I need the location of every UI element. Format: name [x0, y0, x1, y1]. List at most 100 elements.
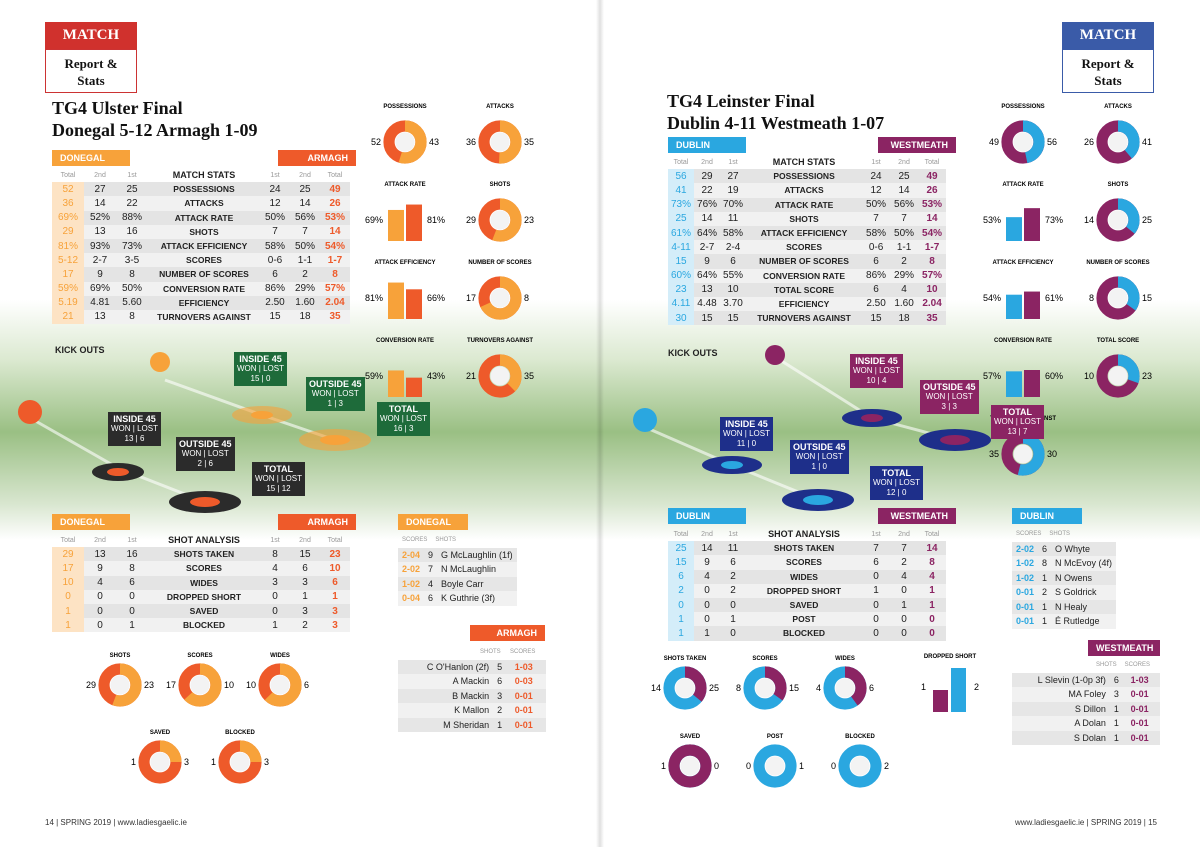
stat-value: 50%: [294, 240, 315, 252]
scorer-value: 8: [1042, 558, 1048, 569]
scorer-name: C O'Hanlon (2f): [426, 661, 490, 672]
value-b: 73%: [1045, 215, 1063, 225]
stat-value: 14: [926, 213, 938, 225]
stat-label: DROPPED SHORT: [766, 585, 842, 596]
stat-value: 4: [272, 562, 278, 574]
ko-inside-45-b: INSIDE 45 WON | LOST 15 | 0: [234, 352, 287, 386]
donut-title: SCORES: [187, 653, 212, 659]
stat-row: 17 9 8 SCORES 4 6 10: [52, 561, 350, 576]
donut-title: SAVED: [680, 734, 701, 740]
stat-value: 0: [929, 613, 935, 625]
value-a: 49: [989, 137, 999, 147]
stat-value: 3: [302, 577, 308, 589]
scorer-row: 0-01 1 É Rutledge: [1012, 614, 1117, 629]
player-figure-westmeath: [765, 345, 785, 365]
stat-value: 52%: [89, 212, 110, 224]
scorer-name: S Goldrick: [1055, 587, 1097, 598]
stat-value: 0: [873, 627, 879, 639]
stat-value: 9: [97, 268, 103, 280]
stat-value: 25: [668, 211, 695, 226]
scorer-name: L Slevin (1-0p 3f): [1037, 674, 1106, 685]
scorer-name: S Dillon: [1074, 703, 1106, 714]
stat-label: BLOCKED: [182, 620, 226, 631]
stat-value: 25: [898, 170, 910, 182]
stat-value: 6: [730, 556, 736, 568]
stat-value: 1: [704, 627, 710, 639]
stat-value: 1: [668, 626, 694, 641]
stat-value: 4.48: [697, 298, 717, 310]
ko-outside-45-b: OUTSIDE 45 WON | LOST 1 | 3: [306, 377, 365, 411]
shot-donut-3: [138, 740, 182, 784]
chart-title: CONVERSION RATE: [994, 338, 1052, 344]
chart-title: TURNOVERS AGAINST: [467, 338, 533, 344]
scorer-value: 4: [428, 578, 434, 589]
scorer-name: A Dolan: [1074, 718, 1106, 729]
bar-b: [406, 289, 422, 319]
stat-value: 8: [332, 268, 338, 280]
shot-donuts-svg: SHOTS TAKEN 14 25 SCORES 8 15 WIDES 4 6 SAVED 1 0 PO…: [651, 654, 979, 788]
kick-outs-title: KICK OUTS: [668, 348, 718, 358]
value-a: 35: [989, 449, 999, 459]
stat-label: NUMBER OF SCORES: [159, 269, 249, 280]
tab-match: MATCH: [45, 22, 137, 49]
scorer-name: K Guthrie (3f): [441, 593, 496, 604]
stat-value: 10: [926, 284, 938, 296]
stat-value: 6: [129, 577, 135, 589]
ko-inside-45-b: INSIDE 45 WON | LOST 10 | 4: [850, 354, 903, 388]
stat-label: ATTACKS: [184, 198, 224, 209]
stat-label: POST: [792, 614, 816, 625]
page-left: MATCH Report & Stats TG4 Ulster Final Done…: [0, 22, 600, 827]
stat-value: 58%: [866, 227, 887, 239]
scorer-value: 1: [1042, 616, 1048, 627]
stat-row: 29 13 16 SHOTS TAKEN 8 15 23: [52, 547, 350, 562]
donut-total_score: [1096, 354, 1140, 398]
stat-label: WIDES: [190, 577, 218, 588]
value-a: 26: [1084, 137, 1094, 147]
stat-value: 64%: [697, 270, 718, 282]
bar-a: [1006, 371, 1022, 397]
scorer-name: A Mackin: [452, 676, 490, 687]
stat-value: 11: [727, 213, 739, 225]
dropped-bar-a: [933, 690, 948, 712]
chart-title: POSSESSIONS: [1001, 104, 1044, 110]
stat-row: 41 22 19 ATTACKS 12 14 26: [668, 183, 947, 198]
value-b: 25: [709, 683, 719, 693]
stat-value: 0: [730, 599, 736, 611]
donut-turnovers: [478, 354, 522, 398]
stat-value: 16: [126, 548, 138, 560]
team-b-header: ARMAGH: [278, 150, 356, 166]
stat-value: 6: [873, 284, 879, 296]
page-title: TG4 Leinster Final Dublin 4-11 Westmeath …: [667, 91, 885, 133]
stat-value: 15: [299, 548, 311, 560]
stat-value: 13: [94, 226, 106, 238]
scorer-value: 1-02: [1016, 572, 1035, 583]
bar-chart-conv_rate: [388, 370, 422, 397]
chart-title: ATTACK RATE: [1002, 182, 1043, 188]
stat-label: ATTACK RATE: [774, 199, 834, 210]
value-a: 10: [1084, 371, 1094, 381]
donut-title: WIDES: [835, 656, 855, 662]
stat-value: 3: [272, 577, 278, 589]
value-b: 56: [1047, 137, 1057, 147]
stat-value: 52: [52, 182, 84, 197]
scorer-value: 0-03: [514, 676, 533, 687]
stat-value: 1.60: [894, 298, 914, 310]
scorers-a-header: DUBLIN: [1012, 508, 1082, 524]
shot-donut-1: [178, 663, 222, 707]
value-a: 17: [466, 293, 476, 303]
value-a: 14: [1084, 215, 1094, 225]
bar-b: [406, 377, 422, 397]
stat-value: 9: [704, 255, 710, 267]
stat-row: 17 9 8 NUMBER OF SCORES 6 2 8: [52, 267, 350, 282]
stat-value: 3: [302, 605, 308, 617]
value-b: 30: [1047, 449, 1057, 459]
stat-value: 25: [299, 183, 311, 195]
stat-value: 29: [52, 224, 84, 239]
shot-team-b-header: ARMAGH: [278, 514, 356, 530]
scorer-value: 0-01: [514, 719, 533, 730]
stat-value: 3: [332, 619, 338, 631]
scorer-value: 1: [1113, 718, 1119, 729]
stat-value: 2-4: [725, 241, 741, 253]
stat-value: 24: [269, 183, 281, 195]
stat-value: 0: [873, 571, 879, 583]
